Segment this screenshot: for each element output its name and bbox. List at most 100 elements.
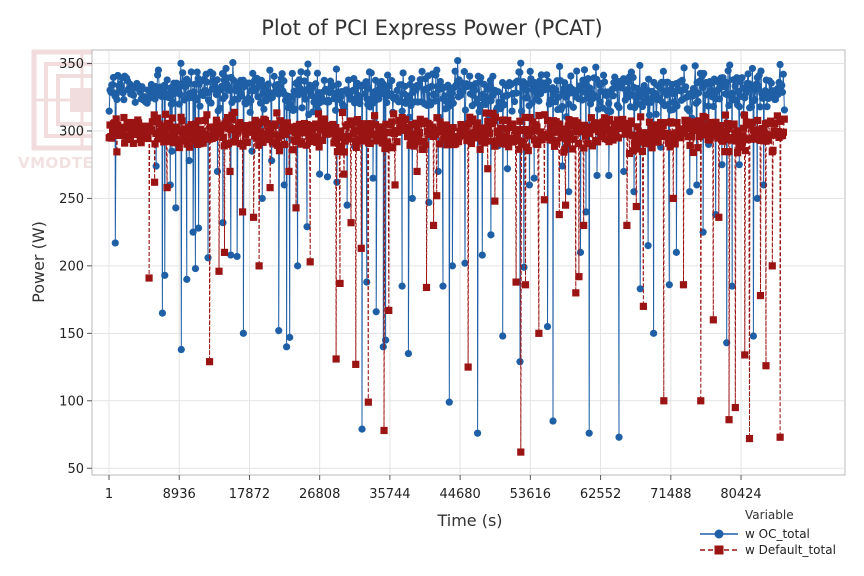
data-point [249, 125, 258, 134]
data-point [593, 75, 601, 84]
data-point [558, 102, 566, 111]
series-oc-total [105, 57, 789, 441]
data-point [469, 115, 477, 123]
data-point [356, 100, 364, 108]
data-point [722, 79, 731, 87]
data-point [500, 101, 508, 109]
data-point [503, 125, 511, 133]
data-point [767, 79, 775, 87]
data-point [605, 171, 613, 180]
data-point [219, 133, 227, 142]
data-point [312, 120, 320, 128]
data-point [274, 141, 282, 150]
data-point [131, 98, 139, 106]
data-point [576, 248, 585, 256]
data-point [420, 137, 428, 145]
data-point [473, 429, 482, 437]
data-point [774, 127, 782, 136]
data-point [202, 130, 210, 138]
data-point [523, 94, 532, 102]
data-point [718, 161, 726, 169]
y-axis-title: Power (W) [29, 221, 48, 303]
data-point [535, 111, 543, 120]
data-point [205, 358, 214, 366]
data-point [252, 119, 260, 127]
data-point [233, 252, 241, 261]
data-point [558, 162, 567, 170]
data-point [363, 132, 371, 140]
data-point [776, 433, 784, 441]
data-point [352, 143, 360, 152]
data-point [677, 134, 685, 142]
x-tick-label: 35744 [369, 487, 410, 502]
data-point [706, 136, 714, 144]
data-point [441, 132, 450, 140]
data-point [455, 133, 463, 141]
data-point [550, 142, 559, 150]
data-point [734, 127, 742, 135]
data-point [286, 333, 294, 341]
data-point [760, 125, 768, 133]
data-point [137, 139, 145, 147]
data-point [780, 106, 789, 114]
data-point [382, 120, 390, 128]
data-point [428, 82, 436, 90]
data-point [415, 134, 423, 142]
data-point [369, 174, 377, 182]
data-point [644, 139, 652, 148]
data-point [402, 116, 410, 124]
data-point [499, 332, 507, 340]
y-tick-label: 100 [59, 394, 84, 409]
data-point [740, 111, 749, 119]
data-point [258, 194, 266, 203]
data-point [219, 219, 227, 227]
data-point [700, 69, 708, 78]
data-point [435, 140, 444, 148]
data-point [256, 128, 265, 136]
data-point [451, 67, 459, 75]
data-point [448, 89, 457, 97]
data-point [384, 71, 392, 79]
data-point [170, 132, 178, 140]
y-tick-label: 300 [59, 124, 84, 139]
data-point [306, 122, 315, 130]
data-point [357, 244, 365, 252]
data-point [672, 248, 680, 256]
data-point [665, 130, 673, 139]
data-point [172, 204, 180, 212]
data-point [530, 174, 538, 182]
data-point [738, 140, 746, 148]
data-point [486, 137, 495, 145]
data-point [439, 122, 447, 130]
data-point [148, 126, 156, 134]
data-point [239, 142, 247, 150]
data-point [375, 95, 383, 103]
data-point [724, 125, 732, 133]
data-point [679, 281, 688, 289]
data-point [779, 70, 787, 78]
data-point [690, 126, 698, 134]
data-point [280, 181, 288, 189]
data-point [163, 184, 171, 192]
data-point [187, 68, 195, 76]
data-point [315, 143, 323, 151]
data-point [203, 111, 211, 119]
data-point [278, 70, 286, 78]
data-point [108, 134, 116, 142]
data-point [606, 115, 614, 123]
data-point [120, 96, 128, 104]
data-point [379, 343, 387, 351]
data-point [124, 122, 132, 130]
data-point [260, 105, 268, 113]
data-point [723, 119, 731, 128]
data-point [471, 86, 479, 94]
data-point [336, 279, 344, 288]
data-point [612, 127, 620, 135]
data-point [760, 131, 768, 139]
data-point [593, 171, 601, 180]
data-point [599, 71, 608, 79]
data-point [552, 86, 560, 94]
data-point [266, 66, 274, 74]
data-point [638, 147, 647, 156]
data-point [383, 98, 391, 107]
